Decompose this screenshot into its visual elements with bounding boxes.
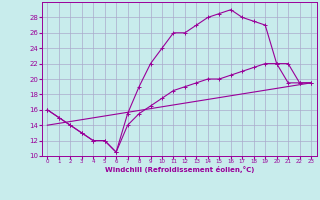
X-axis label: Windchill (Refroidissement éolien,°C): Windchill (Refroidissement éolien,°C)	[105, 166, 254, 173]
